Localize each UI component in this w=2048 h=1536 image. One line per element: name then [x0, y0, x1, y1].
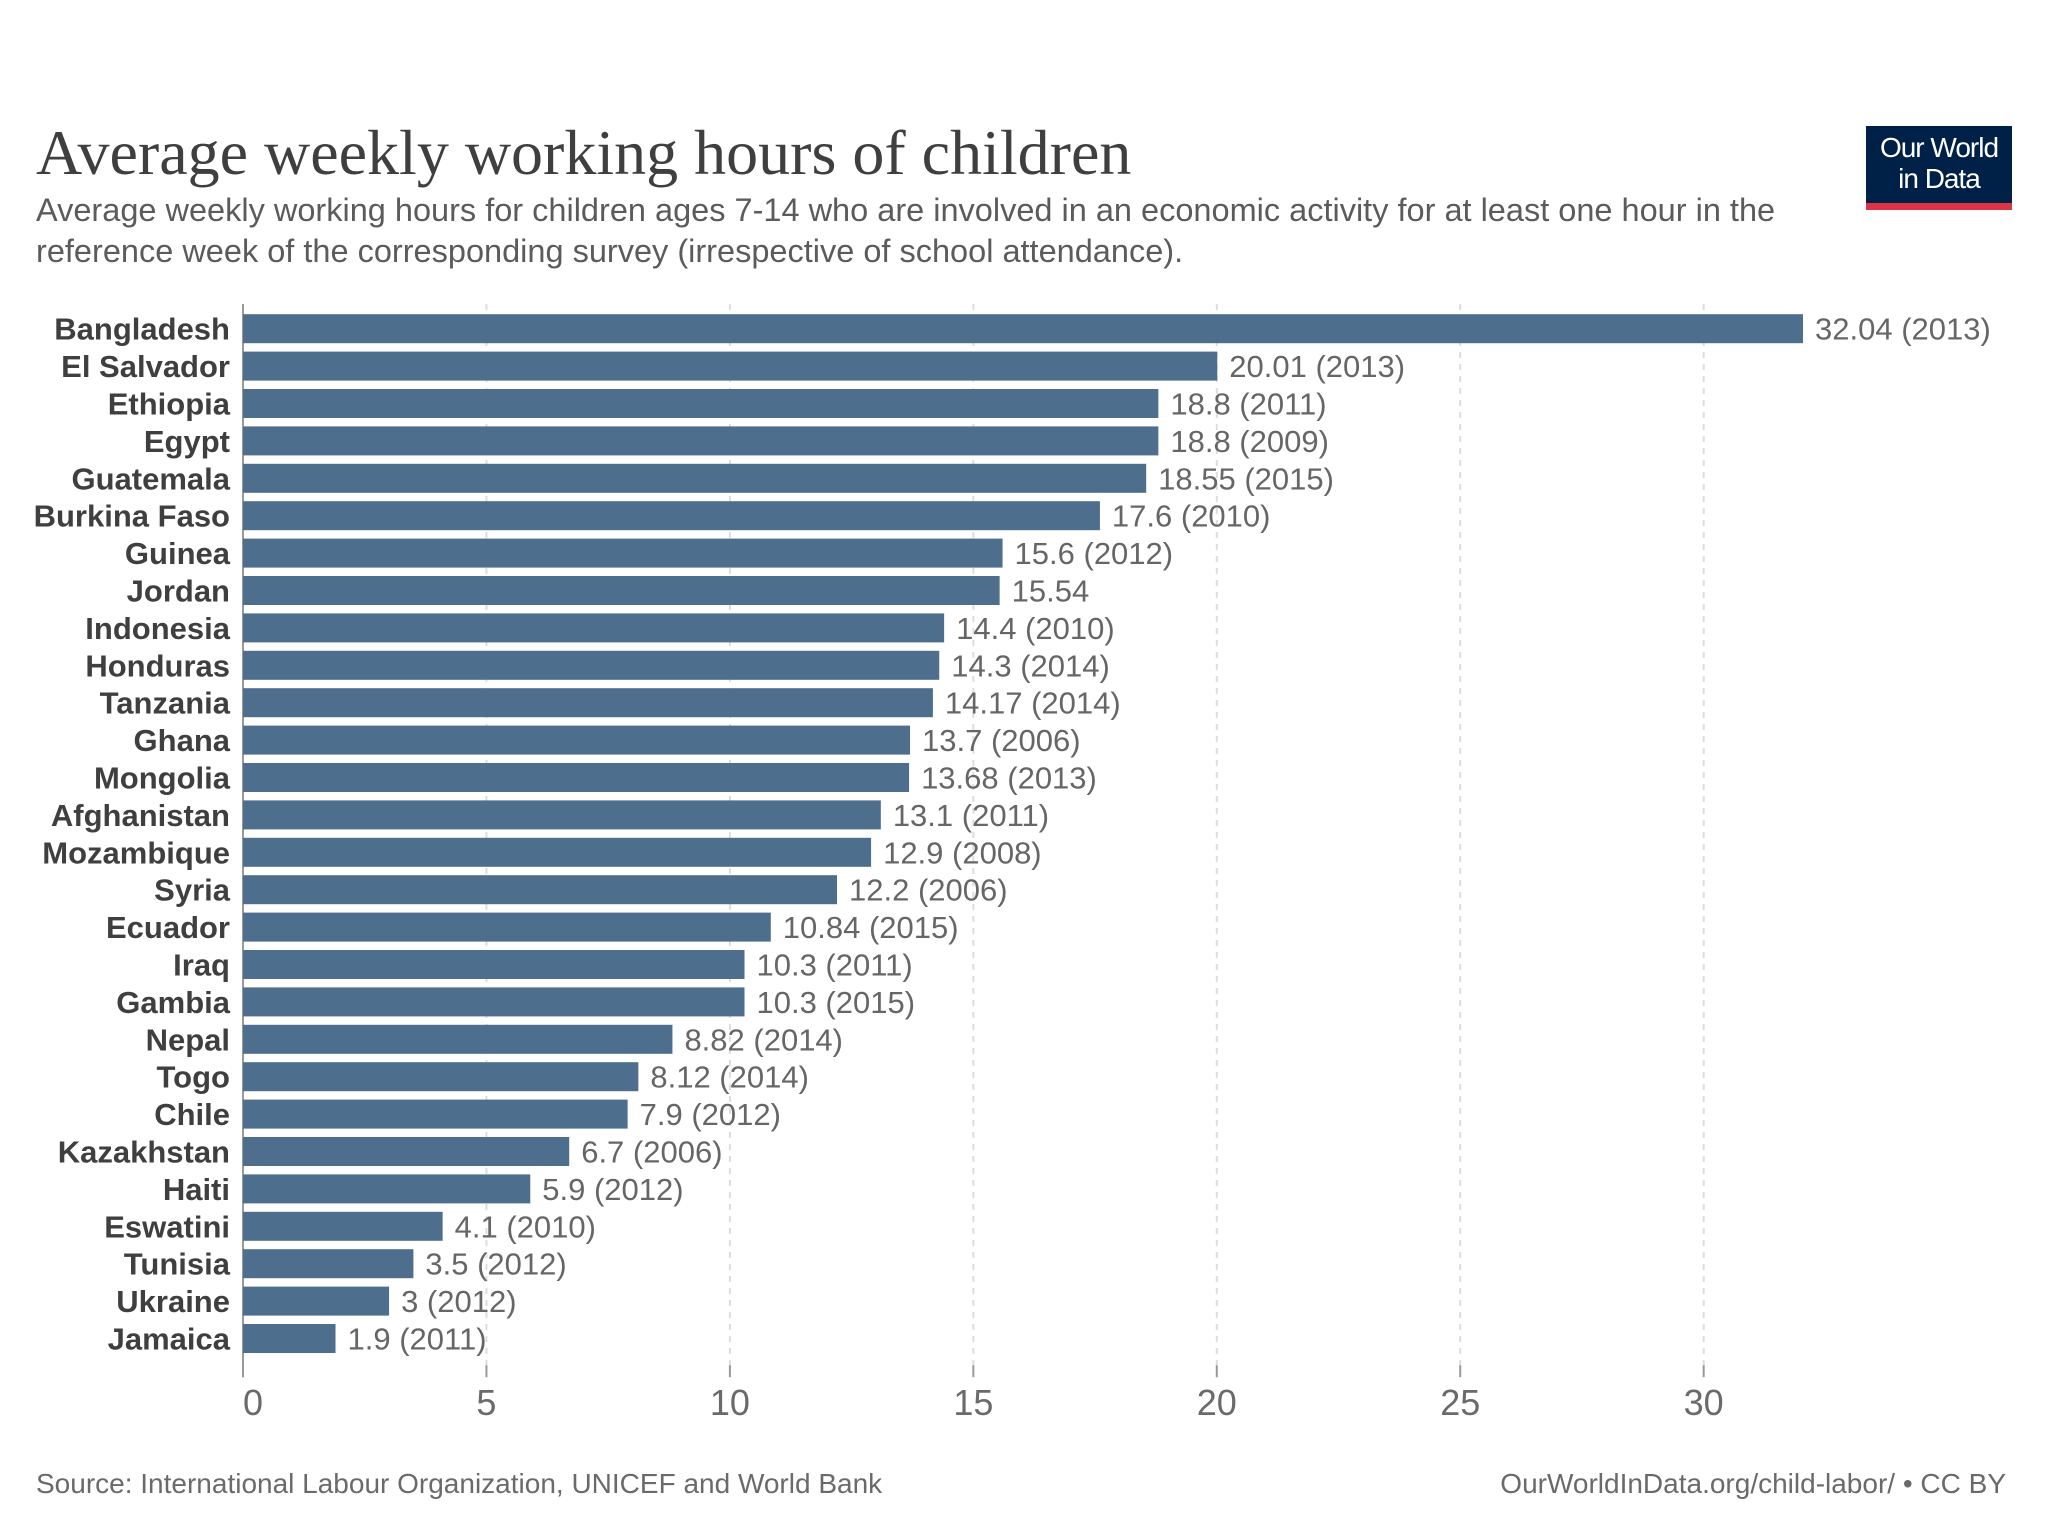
bar	[243, 1024, 673, 1054]
category-label: Ecuador	[106, 910, 230, 945]
value-label: 1.9 (2011)	[348, 1322, 487, 1357]
bar	[243, 1286, 390, 1316]
value-label: 10.3 (2015)	[756, 985, 915, 1020]
x-tick-label: 25	[1440, 1382, 1480, 1423]
category-label: Iraq	[173, 948, 230, 983]
category-label: Eswatini	[104, 1209, 230, 1244]
category-label: Afghanistan	[51, 798, 230, 833]
bar	[243, 950, 745, 979]
value-label: 13.1 (2011)	[893, 798, 1049, 833]
category-label: Mongolia	[94, 761, 231, 796]
bar	[243, 538, 1003, 568]
category-label: Gambia	[116, 985, 230, 1020]
value-label: 15.54	[1012, 574, 1090, 609]
bar	[243, 1324, 336, 1353]
bar	[243, 501, 1100, 531]
x-tick-label: 5	[476, 1382, 496, 1423]
value-label: 6.7 (2006)	[581, 1135, 722, 1170]
bar	[243, 463, 1147, 493]
category-label: Burkina Faso	[34, 499, 230, 534]
category-label: Tanzania	[100, 686, 231, 721]
bar	[243, 725, 911, 755]
category-label: Jamaica	[108, 1322, 231, 1357]
bar	[243, 576, 1000, 605]
bar	[243, 1174, 531, 1204]
category-label: Bangladesh	[54, 312, 230, 347]
logo-line-2: in Data	[1898, 163, 1981, 194]
value-label: 32.04 (2013)	[1815, 312, 1991, 347]
category-label: Indonesia	[85, 611, 230, 646]
value-label: 18.8 (2011)	[1170, 387, 1326, 422]
value-label: 8.82 (2014)	[684, 1022, 843, 1057]
value-label: 15.6 (2012)	[1015, 536, 1174, 571]
bar	[243, 1099, 628, 1129]
bar	[243, 837, 872, 867]
value-label: 4.1 (2010)	[455, 1209, 596, 1244]
chart-title: Average weekly working hours of children	[36, 117, 1132, 188]
category-label: Nepal	[146, 1022, 230, 1057]
category-label: El Salvador	[61, 349, 230, 384]
category-label: Togo	[157, 1060, 230, 1095]
bar	[243, 800, 881, 830]
owid-logo[interactable]: Our World in Data	[1866, 126, 2012, 210]
value-label: 14.3 (2014)	[951, 648, 1110, 683]
category-label: Tunisia	[124, 1247, 231, 1282]
bar	[243, 650, 940, 680]
value-label: 20.01 (2013)	[1229, 349, 1405, 384]
x-tick-label: 30	[1684, 1382, 1724, 1423]
source-note: Source: International Labour Organizatio…	[36, 1468, 883, 1499]
logo-line-1: Our World	[1879, 132, 1999, 163]
category-label: Jordan	[127, 574, 230, 609]
x-tick-label: 15	[953, 1382, 993, 1423]
bar	[243, 426, 1159, 456]
bar	[243, 389, 1159, 418]
category-label: Egypt	[144, 424, 230, 459]
category-label: Syria	[154, 873, 231, 908]
bar	[243, 1062, 639, 1092]
value-label: 10.84 (2015)	[783, 910, 959, 945]
value-label: 14.4 (2010)	[956, 611, 1115, 646]
value-label: 3.5 (2012)	[425, 1247, 566, 1282]
bar	[243, 987, 745, 1017]
x-tick-label: 0	[243, 1382, 263, 1423]
value-label: 5.9 (2012)	[542, 1172, 683, 1207]
value-label: 13.68 (2013)	[921, 761, 1097, 796]
bar	[243, 314, 1803, 344]
value-label: 13.7 (2006)	[922, 723, 1081, 758]
value-label: 12.2 (2006)	[849, 873, 1008, 908]
category-label: Ghana	[134, 723, 231, 758]
value-label: 18.8 (2009)	[1170, 424, 1329, 459]
category-label: Honduras	[85, 648, 230, 683]
category-label: Mozambique	[42, 835, 230, 870]
value-label: 3 (2012)	[401, 1284, 516, 1319]
category-label: Haiti	[163, 1172, 230, 1207]
bar	[243, 688, 933, 718]
bar	[243, 912, 771, 942]
category-label: Guinea	[125, 536, 231, 571]
category-label: Guatemala	[71, 461, 230, 496]
category-label: Ukraine	[116, 1284, 230, 1319]
value-label: 8.12 (2014)	[650, 1060, 809, 1095]
value-label: 10.3 (2011)	[756, 948, 912, 983]
bar	[243, 1249, 414, 1279]
bar	[243, 613, 945, 643]
bar	[243, 763, 910, 792]
bar-chart: 0 5 10 15 20 25 30 Bangladesh 32.04 (2013) El Sal…	[34, 304, 1991, 1423]
x-tick-label: 20	[1197, 1382, 1237, 1423]
x-tick-label: 10	[710, 1382, 750, 1423]
category-label: Chile	[154, 1097, 230, 1132]
bar	[243, 1211, 443, 1241]
value-label: 14.17 (2014)	[945, 686, 1121, 721]
category-label: Kazakhstan	[58, 1135, 230, 1170]
credit-link[interactable]: OurWorldInData.org/child-labor/ • CC BY	[1500, 1468, 2006, 1499]
bar	[243, 875, 838, 905]
bar	[243, 1137, 570, 1166]
value-label: 17.6 (2010)	[1112, 499, 1271, 534]
bar	[243, 351, 1218, 381]
value-label: 18.55 (2015)	[1158, 461, 1334, 496]
value-label: 12.9 (2008)	[883, 835, 1042, 870]
chart-subtitle: Average weekly working hours for childre…	[36, 192, 1776, 269]
value-label: 7.9 (2012)	[640, 1097, 781, 1132]
category-label: Ethiopia	[108, 387, 231, 422]
